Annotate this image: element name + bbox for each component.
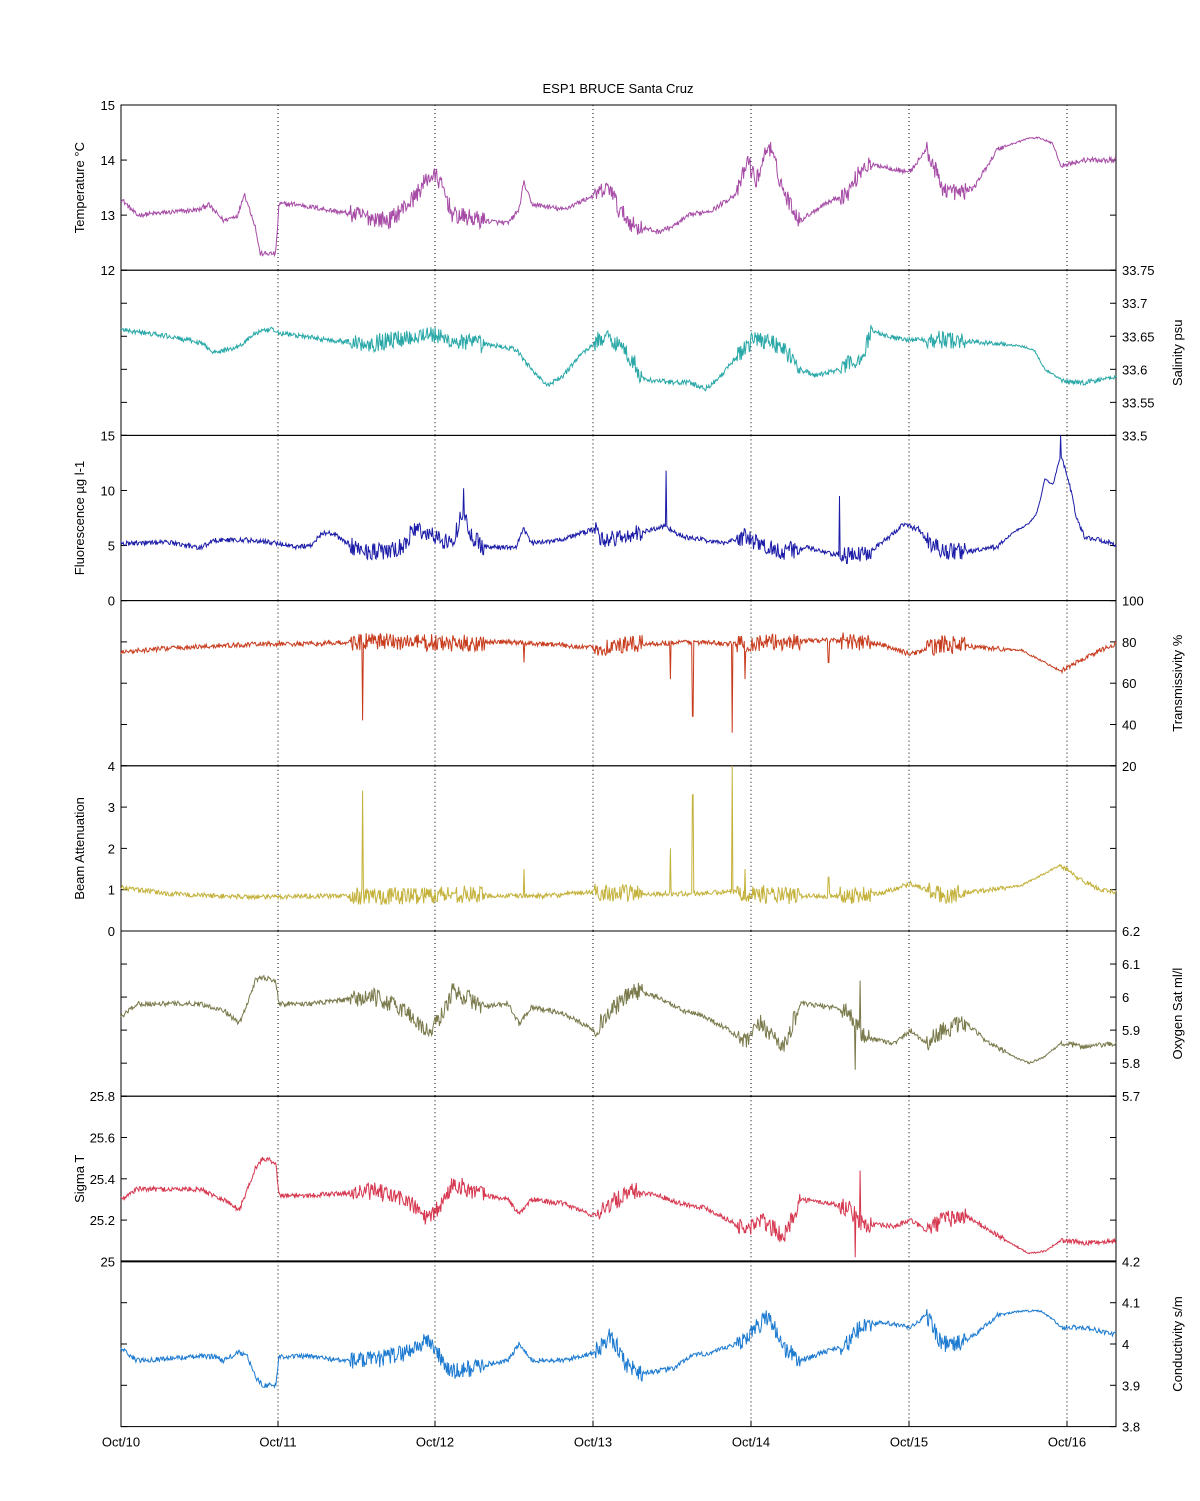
series-line-salinity-psu: [120, 324, 1117, 392]
series-line-beam-attenuation: [120, 765, 1117, 906]
panel-transmissivity: 20 40 60 80 100 Transmissivity %: [120, 594, 1185, 774]
y-tick-label: 13: [101, 208, 115, 223]
y-tick-label: 60: [1122, 676, 1136, 691]
y-tick-label: 25.4: [90, 1172, 115, 1187]
y-tick-label: 80: [1122, 635, 1136, 650]
x-tick-label: Oct/10: [102, 1435, 140, 1450]
y-tick-label: 33.5: [1122, 428, 1147, 443]
panel-temperature-c: 12 13 14 15 Temperature °C: [72, 98, 1117, 278]
series-line-temperature-c: [120, 136, 1117, 258]
y-tick-label: 3.8: [1122, 1420, 1140, 1435]
x-tick-label: Oct/15: [890, 1435, 928, 1450]
axis-label-conductivity-s-m: Conductivity s/m: [1170, 1296, 1185, 1391]
y-tick-label: 12: [101, 263, 115, 278]
panel-frame: [120, 930, 1117, 1097]
y-tick-label: 15: [101, 98, 115, 113]
y-tick-label: 6: [1122, 990, 1129, 1005]
y-tick-label: 1: [108, 883, 115, 898]
panel-oxygen-sat-ml-l: 5.7 5.8 5.9 6 6.1 6.2 Oxygen Sat ml/l: [120, 924, 1185, 1104]
series-line-sigma-t: [120, 1156, 1117, 1258]
x-tick-label: Oct/12: [416, 1435, 454, 1450]
x-tick-label: Oct/13: [574, 1435, 612, 1450]
y-tick-label: 25: [101, 1254, 115, 1269]
panel-sigma-t: 25 25.2 25.4 25.6 25.8 Sigma T: [72, 1089, 1117, 1269]
panel-fluorescence-g-l-1: 0 5 10 15 Fluorescence µg l-1: [72, 428, 1117, 609]
y-tick-label: 33.75: [1122, 263, 1155, 278]
panel-frame: [120, 600, 1117, 767]
panel-frame: [120, 1260, 1117, 1428]
y-tick-label: 3.9: [1122, 1378, 1140, 1393]
y-tick-label: 6.1: [1122, 957, 1140, 972]
axis-label-salinity-psu: Salinity psu: [1170, 320, 1185, 386]
y-tick-label: 6.2: [1122, 924, 1140, 939]
panel-frame: [120, 269, 1117, 436]
y-tick-label: 4.1: [1122, 1296, 1140, 1311]
panel-conductivity-s-m: 3.8 3.9 4 4.1 4.2 Conductivity s/m: [120, 1254, 1185, 1435]
panel-salinity-psu: 33.5 33.55 33.6 33.65 33.7 33.75 Salinity psu: [120, 263, 1185, 443]
y-tick-label: 4: [1122, 1337, 1129, 1352]
y-tick-label: 100: [1122, 594, 1144, 609]
axis-label-sigma-t: Sigma T: [72, 1155, 87, 1203]
axis-label-beam-attenuation: Beam Attenuation: [72, 797, 87, 900]
x-axis-tick-labels: Oct/10 Oct/11 Oct/12 Oct/13 Oct/14 Oct/15 Oct/…: [102, 1420, 1086, 1450]
axis-label-fluorescence-g-l-1: Fluorescence µg l-1: [72, 461, 87, 575]
y-tick-label: 33.55: [1122, 395, 1155, 410]
y-tick-label: 14: [101, 153, 115, 168]
axis-label-temperature-c: Temperature °C: [72, 142, 87, 233]
y-tick-label: 25.2: [90, 1213, 115, 1228]
panel-frame: [120, 104, 1117, 271]
y-tick-label: 5.9: [1122, 1023, 1140, 1038]
y-tick-label: 20: [1122, 759, 1136, 774]
y-tick-label: 2: [108, 841, 115, 856]
axis-label-oxygen-sat-ml-l: Oxygen Sat ml/l: [1170, 968, 1185, 1060]
y-tick-label: 4.2: [1122, 1254, 1140, 1269]
y-tick-label: 40: [1122, 718, 1136, 733]
y-tick-label: 25.6: [90, 1131, 115, 1146]
y-tick-label: 5.8: [1122, 1056, 1140, 1071]
chart-title: ESP1 BRUCE Santa Cruz: [542, 81, 693, 96]
series-line-fluorescence-g-l-1: [120, 435, 1117, 565]
x-tick-label: Oct/11: [259, 1435, 296, 1450]
panel-frame: [120, 1095, 1117, 1262]
series-line-conductivity-s-m: [120, 1309, 1117, 1389]
y-tick-label: 33.65: [1122, 329, 1155, 344]
y-tick-label: 3: [108, 800, 115, 815]
x-tick-label: Oct/14: [732, 1435, 770, 1450]
panel-frame: [120, 765, 1117, 932]
y-tick-label: 5: [108, 539, 115, 554]
y-tick-label: 25.8: [90, 1089, 115, 1104]
y-tick-label: 5.7: [1122, 1089, 1140, 1104]
series-line-oxygen-sat-ml-l: [120, 974, 1117, 1070]
axis-label-transmissivity: Transmissivity %: [1170, 634, 1185, 731]
y-tick-label: 15: [101, 428, 115, 443]
series-line-transmissivity: [120, 632, 1117, 733]
x-tick-label: Oct/16: [1048, 1435, 1086, 1450]
y-tick-label: 4: [108, 759, 115, 774]
panel-beam-attenuation: 0 1 2 3 4 Beam Attenuation: [72, 759, 1117, 939]
y-tick-label: 0: [108, 924, 115, 939]
y-tick-label: 33.7: [1122, 296, 1147, 311]
panel-frame: [120, 434, 1117, 602]
y-tick-label: 10: [101, 483, 115, 498]
y-tick-label: 0: [108, 594, 115, 609]
y-tick-label: 33.6: [1122, 362, 1147, 377]
